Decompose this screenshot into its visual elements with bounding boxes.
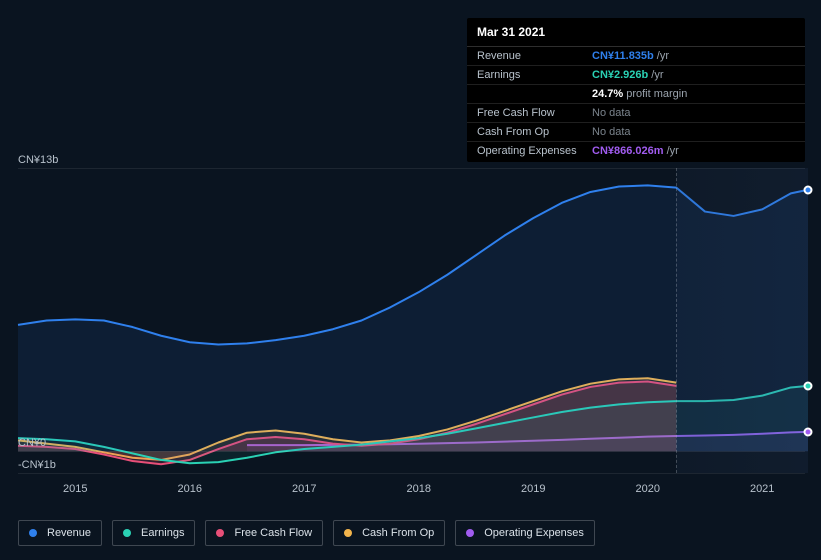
- legend-dot: [123, 529, 131, 537]
- tooltip-row-label: Cash From Op: [477, 126, 592, 138]
- xtick-label: 2019: [521, 483, 545, 495]
- tooltip-row: Operating ExpensesCN¥866.026m/yr: [467, 142, 805, 160]
- legend-dot: [344, 529, 352, 537]
- legend-label: Earnings: [141, 527, 184, 539]
- ytick-label: CN¥0: [18, 437, 68, 449]
- chart-legend: Revenue Earnings Free Cash Flow Cash From O…: [18, 520, 595, 546]
- legend-label: Cash From Op: [362, 527, 434, 539]
- tooltip-row-label: Operating Expenses: [477, 145, 592, 157]
- xtick-label: 2016: [177, 483, 201, 495]
- tooltip-row-value: 24.7%profit margin: [592, 88, 687, 100]
- legend-item-operating-expenses[interactable]: Operating Expenses: [455, 520, 595, 546]
- xtick-label: 2015: [63, 483, 87, 495]
- tooltip-row-value: CN¥11.835b/yr: [592, 50, 669, 62]
- legend-dot: [216, 529, 224, 537]
- legend-item-free-cash-flow[interactable]: Free Cash Flow: [205, 520, 323, 546]
- tooltip-row: Free Cash FlowNo data: [467, 104, 805, 123]
- tooltip-row-value: No data: [592, 107, 631, 119]
- legend-item-earnings[interactable]: Earnings: [112, 520, 195, 546]
- tooltip-row-label: [477, 88, 592, 100]
- tooltip-row: RevenueCN¥11.835b/yr: [467, 47, 805, 66]
- tooltip-row-value: CN¥866.026m/yr: [592, 145, 679, 157]
- tooltip-row: 24.7%profit margin: [467, 85, 805, 104]
- legend-label: Operating Expenses: [484, 527, 584, 539]
- ytick-label: CN¥13b: [18, 154, 68, 166]
- tooltip-row-label: Free Cash Flow: [477, 107, 592, 119]
- legend-label: Free Cash Flow: [234, 527, 312, 539]
- financial-chart[interactable]: CN¥13bCN¥0-CN¥1b 20152016201720182019202…: [18, 168, 808, 473]
- tooltip-row: EarningsCN¥2.926b/yr: [467, 66, 805, 85]
- future-band: [676, 168, 808, 473]
- tooltip-row: Cash From OpNo data: [467, 123, 805, 142]
- legend-dot: [466, 529, 474, 537]
- ytick-label: -CN¥1b: [18, 459, 68, 471]
- legend-dot: [29, 529, 37, 537]
- legend-label: Revenue: [47, 527, 91, 539]
- tooltip-row-value: CN¥2.926b/yr: [592, 69, 664, 81]
- xtick-label: 2017: [292, 483, 316, 495]
- xtick-label: 2018: [406, 483, 430, 495]
- legend-item-cash-from-op[interactable]: Cash From Op: [333, 520, 445, 546]
- data-tooltip: Mar 31 2021 RevenueCN¥11.835b/yrEarnings…: [467, 18, 805, 162]
- tooltip-row-label: Earnings: [477, 69, 592, 81]
- legend-item-revenue[interactable]: Revenue: [18, 520, 102, 546]
- tooltip-row-label: Revenue: [477, 50, 592, 62]
- tooltip-row-value: No data: [592, 126, 631, 138]
- series-end-dot: [804, 381, 813, 390]
- tooltip-date: Mar 31 2021: [467, 18, 805, 47]
- xtick-label: 2020: [635, 483, 659, 495]
- xtick-label: 2021: [750, 483, 774, 495]
- series-end-dot: [804, 185, 813, 194]
- series-end-dot: [804, 427, 813, 436]
